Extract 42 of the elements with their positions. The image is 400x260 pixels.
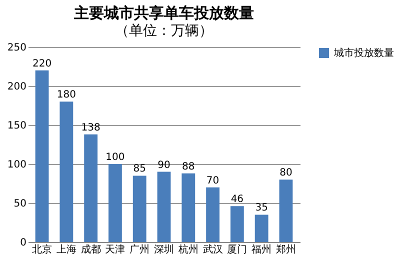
bar bbox=[157, 172, 171, 242]
bar bbox=[60, 102, 74, 242]
data-label: 220 bbox=[32, 58, 52, 70]
data-label: 138 bbox=[81, 122, 100, 134]
x-tick-label: 上海 bbox=[56, 244, 76, 256]
data-label: 88 bbox=[182, 161, 195, 172]
data-label: 180 bbox=[56, 90, 76, 101]
bar bbox=[108, 164, 122, 242]
bar bbox=[254, 214, 268, 242]
y-tick-label: 250 bbox=[7, 42, 26, 54]
data-label: 100 bbox=[106, 152, 125, 163]
data-label: 90 bbox=[158, 160, 170, 171]
x-tick-label: 天津 bbox=[105, 244, 126, 256]
legend-label: 城市投放数量 bbox=[333, 47, 394, 59]
x-tick-label: 厦门 bbox=[227, 244, 248, 256]
x-tick-label: 郑州 bbox=[276, 244, 296, 256]
bar bbox=[279, 180, 293, 242]
bar bbox=[132, 176, 146, 242]
x-tick-label: 深圳 bbox=[154, 244, 174, 256]
data-label: 85 bbox=[133, 164, 146, 175]
x-tick-label: 成都 bbox=[80, 244, 101, 256]
y-tick-label: 0 bbox=[20, 238, 26, 248]
data-label: 46 bbox=[230, 194, 244, 206]
data-label: 70 bbox=[206, 175, 220, 186]
x-tick-label: 北京 bbox=[32, 244, 52, 256]
x-tick-label: 武汉 bbox=[202, 244, 223, 256]
y-tick-label: 50 bbox=[14, 198, 26, 210]
x-tick-label: 福州 bbox=[252, 244, 272, 256]
data-label: 35 bbox=[255, 202, 268, 214]
chart-title: 主要城市共享单车投放数量 bbox=[73, 4, 254, 22]
bar bbox=[35, 70, 49, 242]
x-tick-label: 广州 bbox=[130, 244, 150, 256]
data-label: 80 bbox=[280, 168, 292, 179]
y-tick-label: 200 bbox=[7, 82, 26, 92]
y-tick-label: 100 bbox=[7, 160, 26, 170]
bar bbox=[182, 173, 196, 242]
bar bbox=[206, 187, 220, 242]
x-tick-label: 杭州 bbox=[177, 244, 198, 256]
bar bbox=[230, 206, 244, 242]
chart-subtitle: （单位：万辆） bbox=[115, 23, 213, 39]
bar bbox=[84, 134, 98, 242]
y-tick-label: 150 bbox=[7, 120, 26, 132]
